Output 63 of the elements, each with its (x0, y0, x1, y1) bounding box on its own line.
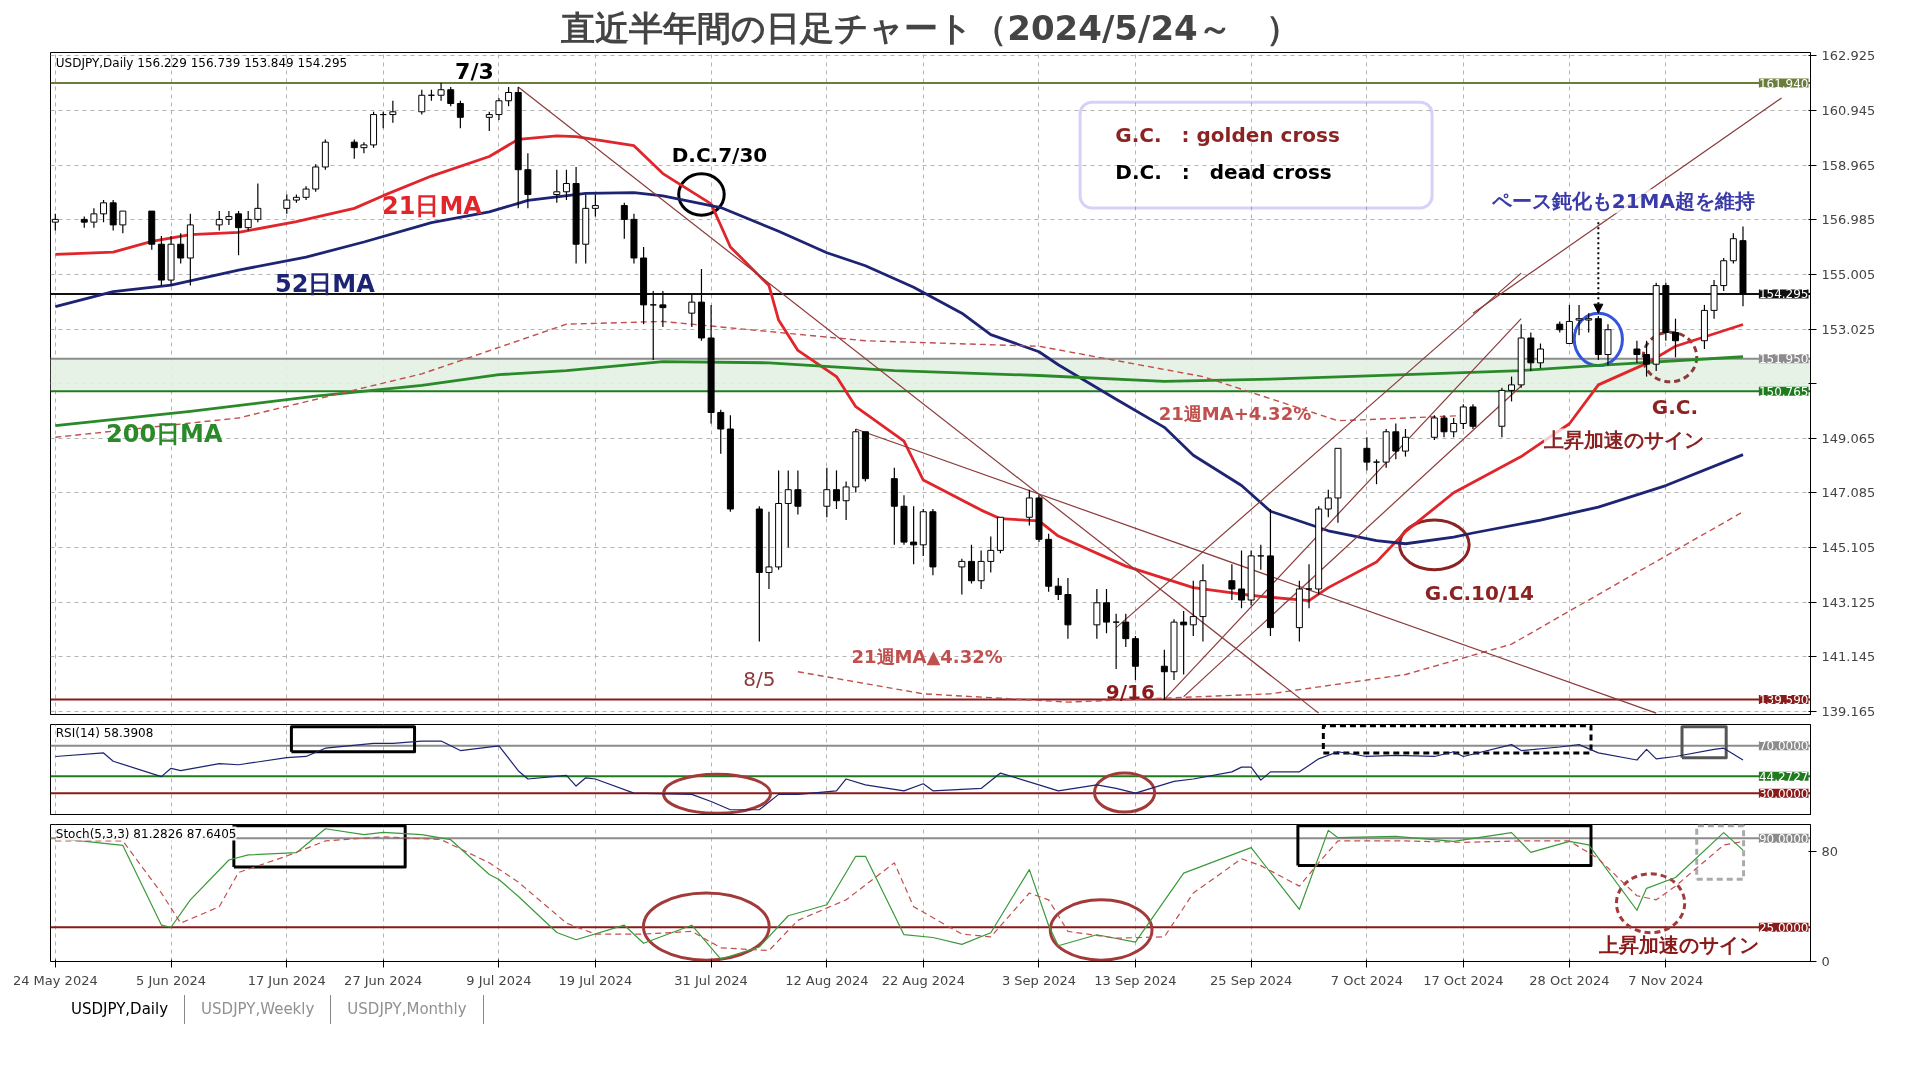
x-tick-label: 25 Sep 2024 (1209, 972, 1293, 988)
series-label: 21日MA (382, 191, 483, 220)
ref-line-label: 150.765 (1758, 384, 1809, 399)
annotation: USDJPY,Daily 156.229 156.739 153.849 154.295 (55, 55, 348, 70)
y-tick-label: 145.105 (1821, 539, 1876, 555)
annotation: 上昇加速のサイン (1542, 428, 1704, 453)
chart-title: 直近半年間の日足チャート（2024/5/24～ ） (560, 7, 1300, 48)
y-tick-label: 139.165 (1821, 703, 1876, 719)
ref-line-label: 139.590 (1758, 693, 1809, 708)
x-tick-label: 31 Jul 2024 (674, 972, 748, 988)
x-tick-label: 12 Aug 2024 (785, 972, 869, 988)
series-label: 52日MA (274, 270, 376, 299)
y-tick-label: 153.025 (1821, 321, 1876, 337)
x-tick-label: 24 May 2024 (12, 972, 98, 988)
x-tick-label: 9 Jul 2024 (466, 972, 532, 988)
annotation: 上昇加速のサイン (1597, 933, 1759, 958)
y-tick-label: 155.005 (1821, 266, 1876, 282)
x-tick-label: 7 Oct 2024 (1330, 972, 1403, 988)
y-tick-label: 160.945 (1821, 103, 1876, 119)
x-tick-label: 27 Jun 2024 (344, 972, 423, 988)
x-tick-label: 19 Jul 2024 (558, 972, 633, 988)
annotation: G.C. (1651, 395, 1699, 420)
y-tick-label: 0 (1821, 954, 1830, 969)
chart-title: Stoch(5,3,3) 81.2826 87.6405 (55, 826, 237, 841)
ref-line-label: 154.295 (1758, 287, 1809, 302)
series-label: 200日MA (105, 420, 223, 449)
y-tick-label: 147.085 (1821, 485, 1876, 501)
text: USDJPY,Daily (55, 995, 186, 1025)
x-tick-label: 5 Jun 2024 (136, 972, 207, 988)
annotation: ペース鈍化も21MA超を維持 (1490, 189, 1755, 214)
y-tick-label: 158.965 (1821, 157, 1876, 173)
y-tick-label: 143.125 (1821, 594, 1876, 610)
x-tick-label: 7 Nov 2024 (1628, 972, 1704, 988)
x-tick-label: 3 Sep 2024 (1001, 972, 1077, 988)
ref-line-label: 90.0000 (1758, 831, 1809, 846)
series-label: 21週MA▲4.32% (851, 645, 1003, 667)
x-tick-label: 22 Aug 2024 (881, 972, 965, 988)
text: USDJPY,Monthly (331, 995, 484, 1025)
y-tick-label: 141.145 (1821, 649, 1876, 665)
annotation: D.C. : dead cross (1115, 159, 1332, 184)
x-tick-label: 28 Oct 2024 (1529, 972, 1610, 988)
chart-title: RSI(14) 58.3908 (55, 725, 154, 740)
y-tick-label: 80 (1821, 844, 1839, 860)
annotation: G.C.10/14 (1424, 580, 1535, 605)
annotation: G.C. : golden cross (1115, 123, 1340, 148)
annotation: 7/3 (455, 58, 494, 84)
x-tick-label: 17 Jun 2024 (247, 972, 326, 988)
ref-line-label: 30.0000 (1758, 786, 1809, 801)
ref-line-label: 70.0000 (1758, 739, 1809, 754)
annotation: 9/16 (1105, 679, 1155, 704)
ref-line-label: 161.940 (1758, 76, 1809, 91)
y-tick-label: 156.985 (1821, 212, 1876, 228)
ref-line-label: 44.2727 (1758, 769, 1809, 784)
y-tick-label: 149.065 (1821, 430, 1876, 446)
annotation: D.C.7/30 (671, 142, 768, 167)
text: USDJPY,Weekly (185, 995, 332, 1025)
annotation: 8/5 (743, 667, 776, 692)
x-tick-label: 17 Oct 2024 (1423, 972, 1504, 988)
ref-line-label: 151.950 (1758, 352, 1809, 367)
x-tick-label: 13 Sep 2024 (1094, 972, 1177, 988)
series-label: 21週MA+4.32% (1158, 402, 1312, 424)
ref-line-label: 25.0000 (1758, 920, 1809, 935)
y-tick-label: 162.925 (1821, 48, 1876, 64)
